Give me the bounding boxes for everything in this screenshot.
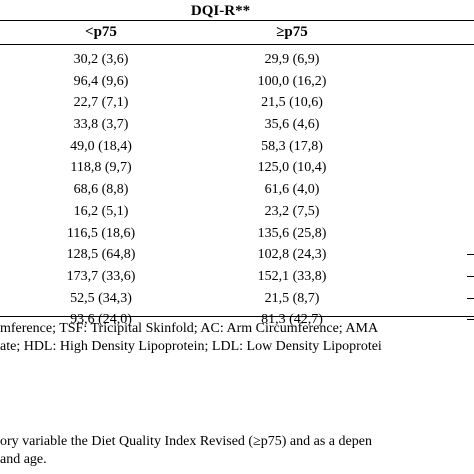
cell-below-p75: 30,2 (3,6) [73,52,129,67]
table-body: 30,2 (3,6) 29,9 (6,9) 96,4 (9,6) 100,0 (16… [0,49,474,331]
top-rule [0,20,474,21]
table-row: 173,7 (33,6) 152,1 (33,8) [0,266,474,288]
cell-above-p75: 125,0 (10,4) [257,160,327,176]
cell-above-p75: 35,6 (4,6) [264,117,320,133]
truncated-dash [467,254,474,256]
cell-above-p75: 58,3 (17,8) [261,138,323,154]
table-row: 22,7 (7,1) 21,5 (10,6) [0,92,474,114]
cell-below-p75: 33,8 (3,7) [73,117,129,133]
truncated-dash [467,275,474,277]
table-row: 116,5 (18,6) 135,6 (25,8) [0,223,474,245]
cell-above-p75: 29,9 (6,9) [264,52,320,67]
bottom-rule [0,316,474,317]
cell-below-p75: 16,2 (5,1) [73,203,129,219]
cell-below-p75: 173,7 (33,6) [66,268,136,284]
footnote-abbreviations-1: mference; TSF: Tricipital Skinfold; AC: … [0,321,379,336]
column-header-below-p75: <p75 [85,24,117,40]
header-rule [0,44,474,45]
truncated-dash [467,319,474,321]
cell-below-p75: 96,4 (9,6) [73,73,129,89]
cell-below-p75: 49,0 (18,4) [70,138,132,154]
table-row: 128,5 (64,8) 102,8 (24,3) [0,244,474,266]
table-row: 30,2 (3,6) 29,9 (6,9) [0,49,474,71]
table-row: 52,5 (34,3) 21,5 (8,7) [0,288,474,310]
cell-above-p75: 21,5 (10,6) [261,95,323,111]
cell-above-p75: 21,5 (8,7) [264,290,320,306]
table-row: 33,8 (3,7) 35,6 (4,6) [0,114,474,136]
cell-above-p75: 135,6 (25,8) [257,225,327,241]
cell-above-p75: 23,2 (7,5) [264,203,320,219]
table-row: 118,8 (9,7) 125,0 (10,4) [0,157,474,179]
table-row: 49,0 (18,4) 58,3 (17,8) [0,136,474,158]
cell-above-p75: 152,1 (33,8) [257,268,327,284]
table-row: 96,4 (9,6) 100,0 (16,2) [0,71,474,93]
truncated-dash [467,297,474,299]
cell-above-p75: 102,8 (24,3) [257,247,327,263]
table-row: 16,2 (5,1) 23,2 (7,5) [0,201,474,223]
cell-below-p75: 118,8 (9,7) [70,160,132,176]
cell-above-p75: 61,6 (4,0) [264,182,320,198]
footnote-abbreviations-2: ate; HDL: High Density Lipoprotein; LDL:… [0,339,382,354]
footnote-model-adjustment: and age. [0,452,47,467]
cell-above-p75: 100,0 (16,2) [257,73,327,89]
table-row: 68,6 (8,8) 61,6 (4,0) [0,179,474,201]
footnote-model-description: ory variable the Diet Quality Index Revi… [0,434,372,449]
cell-below-p75: 22,7 (7,1) [73,95,129,111]
group-header-dqi-r: DQI-R** [190,3,251,19]
cell-below-p75: 52,5 (34,3) [70,290,132,306]
cell-below-p75: 116,5 (18,6) [66,225,136,241]
cell-below-p75: 68,6 (8,8) [73,182,129,198]
cell-below-p75: 128,5 (64,8) [66,247,136,263]
column-header-above-p75: ≥p75 [276,24,308,40]
